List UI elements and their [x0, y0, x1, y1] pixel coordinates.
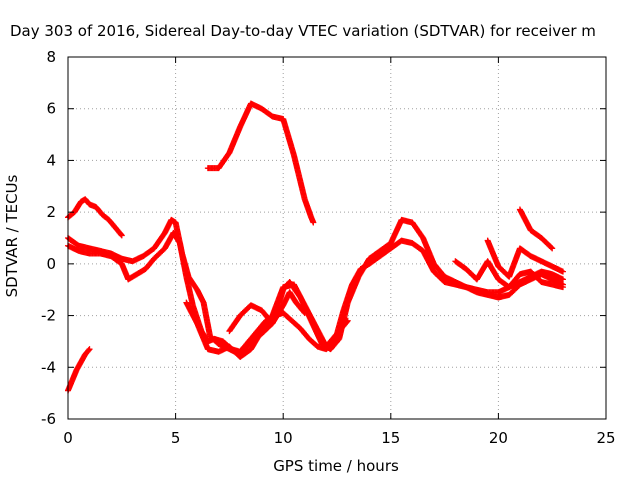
data-point — [559, 268, 566, 275]
x-tick-label: 5 — [171, 429, 181, 447]
data-point — [344, 318, 351, 325]
x-tick-label: 0 — [63, 429, 73, 447]
y-axis-label: SDTVAR / TECUs — [3, 174, 21, 297]
series-3 — [65, 346, 93, 394]
series-1 — [204, 100, 317, 226]
series-6 — [183, 281, 351, 360]
y-tick-label: -6 — [41, 410, 56, 428]
y-tick-label: -2 — [41, 307, 56, 325]
y-tick-label: 6 — [46, 100, 56, 118]
data-point — [86, 346, 93, 353]
tick-labels: 0 5 10 15 20 25 -6 -4 -2 0 2 4 6 8 — [41, 48, 616, 447]
y-tick-label: -4 — [41, 358, 56, 376]
series-8 — [452, 258, 566, 291]
data-point — [85, 347, 92, 354]
series-2 — [65, 196, 125, 239]
data-point — [548, 244, 555, 251]
y-tick-label: 4 — [46, 151, 56, 169]
chart-title: Day 303 of 2016, Sidereal Day-to-day VTE… — [10, 22, 596, 40]
y-tick-label: 8 — [46, 48, 56, 66]
data-point — [549, 245, 556, 252]
plot-frame — [67, 56, 607, 420]
series-7 — [226, 289, 308, 335]
data-point — [559, 284, 566, 291]
series-4 — [65, 216, 566, 358]
tick-marks — [67, 56, 607, 420]
x-axis-label: GPS time / hours — [273, 457, 399, 475]
data-layer — [65, 100, 566, 394]
x-tick-label: 20 — [489, 429, 508, 447]
series-9 — [484, 237, 566, 280]
series-10 — [516, 206, 556, 252]
data-point — [559, 276, 566, 283]
data-point — [344, 317, 351, 324]
data-point — [310, 219, 317, 226]
data-point — [301, 309, 308, 316]
data-point — [301, 309, 308, 316]
data-point — [118, 232, 125, 239]
data-point — [118, 231, 125, 238]
x-tick-label: 15 — [381, 429, 400, 447]
x-tick-label: 25 — [596, 429, 615, 447]
y-tick-label: 0 — [46, 255, 56, 273]
y-tick-label: 2 — [46, 203, 56, 221]
x-tick-label: 10 — [274, 429, 293, 447]
grid — [68, 57, 606, 419]
